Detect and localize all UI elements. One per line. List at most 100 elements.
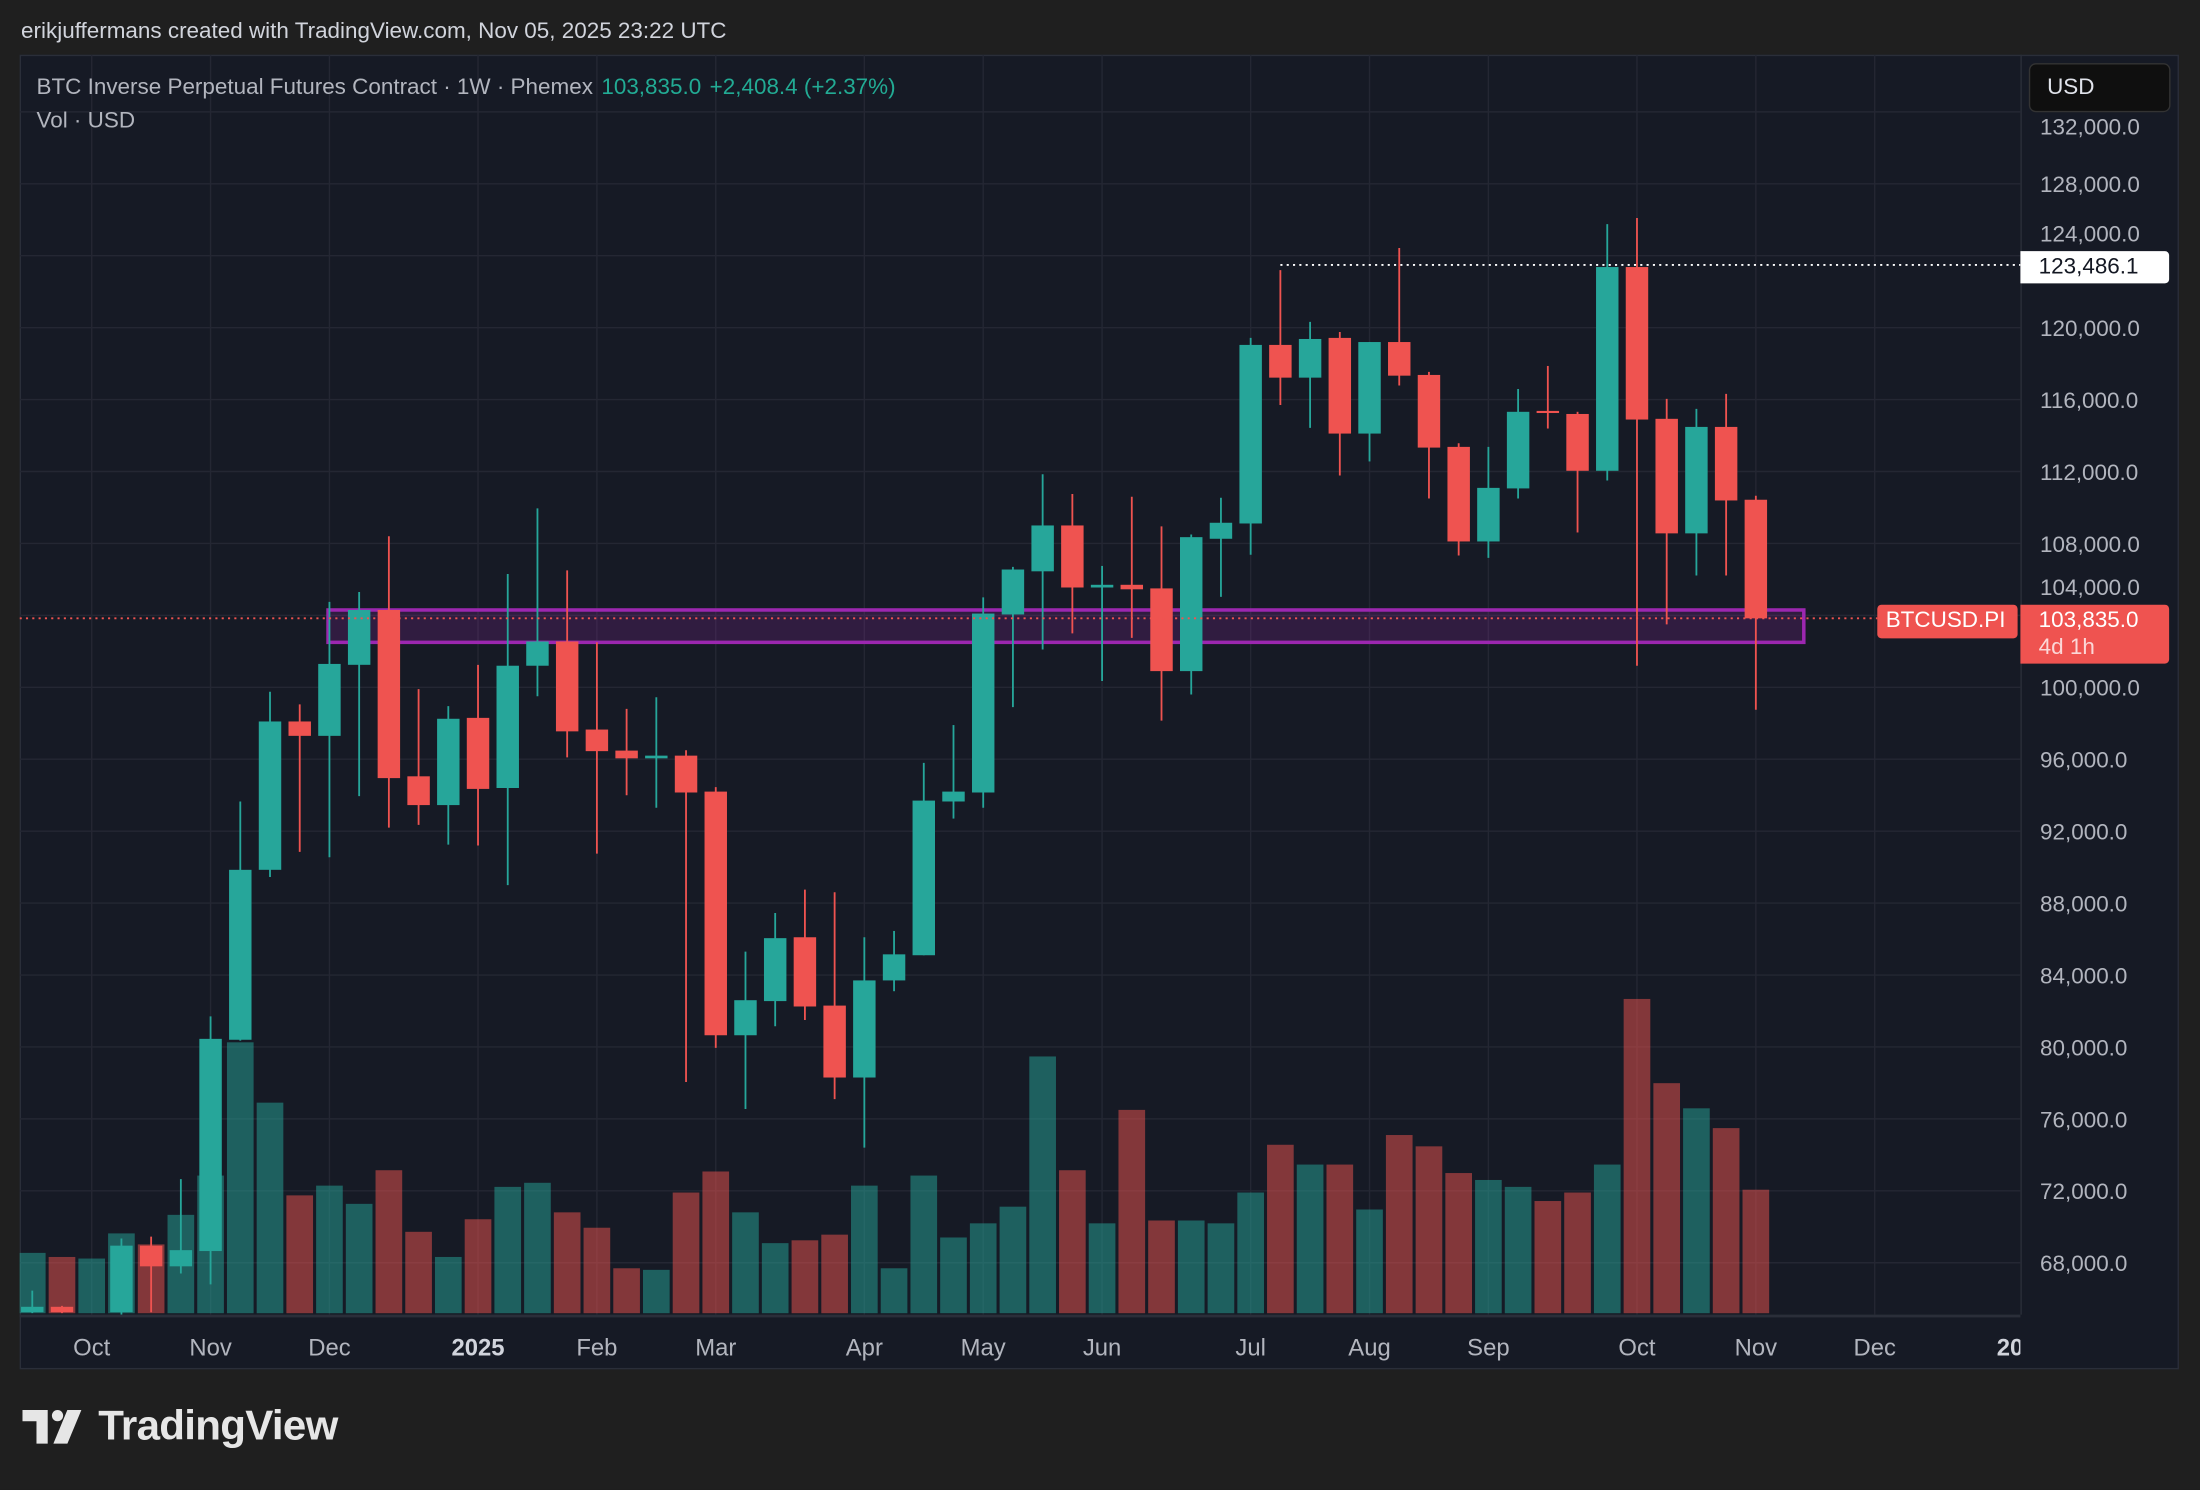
time-axis[interactable]: Oct Nov Dec 2025 Feb Mar Apr May Jun Jul Aug Sep Oct… xyxy=(19,1314,2021,1370)
time-tick-label: Aug xyxy=(1348,1334,1390,1361)
volume-bar xyxy=(940,1237,967,1314)
credit-line: erikjuffermans created with TradingView.… xyxy=(21,19,727,44)
candle-body xyxy=(763,938,787,1002)
volume-bar xyxy=(405,1231,432,1314)
symbol-title[interactable]: BTC Inverse Perpetual Futures Contract ·… xyxy=(36,75,593,100)
volume-bar xyxy=(1267,1144,1294,1314)
candle-body xyxy=(1477,487,1500,542)
time-tick-label: Dec xyxy=(308,1334,350,1361)
volume-bar xyxy=(345,1203,373,1314)
candle-body xyxy=(347,609,371,665)
candle-body xyxy=(823,1005,846,1078)
price-tick-label: 68,000.0 xyxy=(2040,1251,2127,1276)
volume-bar xyxy=(1593,1164,1621,1314)
volume-bar xyxy=(761,1243,789,1314)
volume-bar xyxy=(1683,1108,1710,1314)
volume-bar xyxy=(1475,1179,1502,1314)
high-line-price-label: 123,486.1 xyxy=(2020,251,2170,284)
candle-body xyxy=(526,641,549,666)
volume-bar xyxy=(672,1192,700,1314)
currency-button[interactable]: USD xyxy=(2028,63,2171,113)
volume-bar xyxy=(256,1102,284,1314)
candle-body xyxy=(1061,525,1084,588)
candle-body xyxy=(1120,584,1144,590)
volume-bar xyxy=(1415,1146,1443,1314)
volume-bar xyxy=(1059,1170,1086,1314)
volume-bar xyxy=(969,1223,997,1314)
candle-body xyxy=(853,980,876,1078)
candle-body xyxy=(971,613,995,793)
symbol-legend: BTC Inverse Perpetual Futures Contract ·… xyxy=(36,76,895,101)
candle-body xyxy=(288,721,311,736)
symbol-price-tag: BTCUSD.PI xyxy=(1877,604,2018,639)
candle-body xyxy=(912,800,935,956)
volume-bar xyxy=(791,1240,819,1314)
support-zone-rectangle xyxy=(326,608,1806,645)
time-tick-label: Nov xyxy=(189,1334,231,1361)
candle-body xyxy=(1447,446,1470,542)
volume-bar xyxy=(851,1185,878,1314)
candle-body xyxy=(882,954,906,981)
candle-body xyxy=(1596,267,1619,471)
volume-bar xyxy=(1742,1189,1770,1314)
candle-body xyxy=(1714,426,1738,501)
price-tick-label: 96,000.0 xyxy=(2040,748,2127,773)
legend-change: +2,408.4 (+2.37%) xyxy=(709,75,896,100)
candle-body xyxy=(377,609,401,779)
volume-bar xyxy=(910,1175,938,1314)
candle-body xyxy=(1150,588,1173,672)
candle-body xyxy=(1031,525,1054,572)
time-tick-label: 2026 xyxy=(1997,1334,2021,1361)
volume-bar xyxy=(999,1206,1027,1314)
candle-body xyxy=(1358,342,1381,434)
chart-plot-area[interactable] xyxy=(19,54,2021,1315)
candle-body xyxy=(1625,267,1649,420)
volume-bar xyxy=(880,1268,908,1314)
candle-body xyxy=(1417,374,1441,448)
volume-bar xyxy=(494,1186,522,1314)
candle-body xyxy=(1269,344,1292,378)
volume-bar xyxy=(1504,1186,1532,1314)
candle-body xyxy=(1685,426,1708,534)
volume-bar xyxy=(226,1042,254,1314)
candle-body xyxy=(1388,342,1411,376)
tradingview-logo-icon xyxy=(22,1410,82,1444)
price-tick-label: 80,000.0 xyxy=(2040,1035,2127,1060)
volume-bar xyxy=(78,1258,106,1314)
current-price-label: 103,835.0 4d 1h xyxy=(2020,604,2170,664)
time-tick-label: Nov xyxy=(1735,1334,1777,1361)
price-axis[interactable]: 68,000.0 72,000.0 76,000.0 80,000.0 84,000.0… xyxy=(2020,54,2179,1315)
candle-body xyxy=(1328,337,1352,434)
volume-bar xyxy=(1712,1128,1740,1314)
volume-bar xyxy=(1326,1164,1354,1314)
volume-bar xyxy=(524,1182,551,1314)
candle-body xyxy=(466,717,490,789)
time-tick-label: Jul xyxy=(1235,1334,1265,1361)
current-price-value: 103,835.0 xyxy=(2038,608,2139,633)
candle-body xyxy=(407,776,430,806)
time-tick-label: Mar xyxy=(695,1334,736,1361)
time-tick-label: Dec xyxy=(1854,1334,1896,1361)
price-tick-label: 120,000.0 xyxy=(2040,316,2140,341)
volume-bar xyxy=(434,1256,462,1314)
candle-body xyxy=(1209,522,1233,539)
candle-body xyxy=(496,665,519,789)
volume-legend[interactable]: Vol · USD xyxy=(36,109,136,134)
candle-body xyxy=(50,1306,74,1313)
price-tick-label: 84,000.0 xyxy=(2040,963,2127,988)
candle-body xyxy=(1239,344,1262,524)
volume-bar xyxy=(1534,1201,1562,1314)
candle-body xyxy=(199,1038,222,1252)
volume-bar xyxy=(1564,1192,1591,1314)
volume-bar xyxy=(732,1212,759,1314)
candle-body xyxy=(1298,338,1322,378)
price-tick-label: 132,000.0 xyxy=(2040,115,2140,140)
time-tick-label: Jun xyxy=(1083,1334,1121,1361)
candle-body xyxy=(793,937,817,1007)
volume-bar xyxy=(642,1269,670,1314)
price-tick-label: 112,000.0 xyxy=(2040,460,2138,485)
tradingview-logo: TradingView xyxy=(22,1403,338,1451)
time-tick-label: Oct xyxy=(73,1334,110,1361)
volume-bar xyxy=(1445,1173,1473,1314)
volume-bar xyxy=(702,1171,730,1314)
